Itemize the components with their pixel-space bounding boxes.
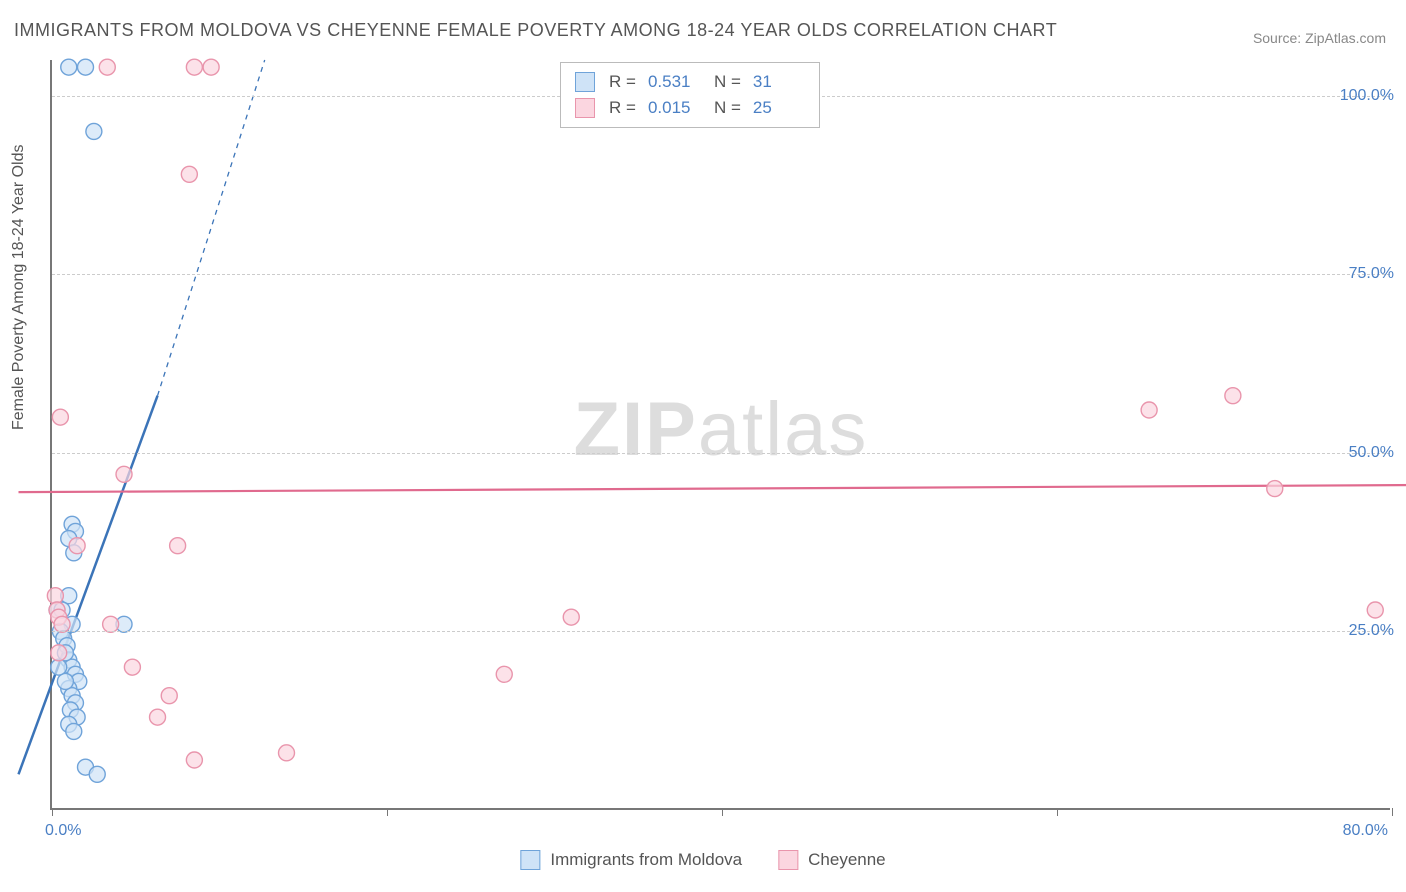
data-point: [150, 709, 166, 725]
data-point: [203, 59, 219, 75]
r-value-moldova: 0.531: [648, 72, 696, 92]
data-point: [1141, 402, 1157, 418]
data-point: [279, 745, 295, 761]
data-point: [496, 666, 512, 682]
n-label: N =: [714, 72, 741, 92]
swatch-moldova-icon: [520, 850, 540, 870]
n-value-cheyenne: 25: [753, 98, 801, 118]
plot-area: ZIPatlas: [50, 60, 1390, 810]
plot-svg: [52, 60, 1390, 808]
x-tick: [387, 808, 388, 816]
y-tick-label: 50.0%: [1349, 444, 1394, 462]
legend-label-moldova: Immigrants from Moldova: [550, 850, 742, 870]
swatch-moldova-icon: [575, 72, 595, 92]
data-point: [186, 752, 202, 768]
data-point: [51, 645, 67, 661]
r-label: R =: [609, 72, 636, 92]
x-tick: [52, 808, 53, 816]
swatch-cheyenne-icon: [575, 98, 595, 118]
data-point: [124, 659, 140, 675]
chart-title: IMMIGRANTS FROM MOLDOVA VS CHEYENNE FEMA…: [14, 20, 1057, 41]
data-point: [99, 59, 115, 75]
legend-item-moldova: Immigrants from Moldova: [520, 850, 742, 870]
r-label: R =: [609, 98, 636, 118]
data-point: [161, 688, 177, 704]
data-point: [103, 616, 119, 632]
data-point: [563, 609, 579, 625]
stats-row-moldova: R = 0.531 N = 31: [575, 69, 805, 95]
data-point: [186, 59, 202, 75]
data-point: [66, 723, 82, 739]
n-value-moldova: 31: [753, 72, 801, 92]
data-point: [1225, 388, 1241, 404]
swatch-cheyenne-icon: [778, 850, 798, 870]
data-point: [57, 673, 73, 689]
stats-legend: R = 0.531 N = 31 R = 0.015 N = 25: [560, 62, 820, 128]
data-point: [61, 59, 77, 75]
data-point: [78, 59, 94, 75]
y-tick-label: 75.0%: [1349, 265, 1394, 283]
stats-row-cheyenne: R = 0.015 N = 25: [575, 95, 805, 121]
y-axis-label: Female Poverty Among 18-24 Year Olds: [10, 145, 28, 431]
n-label: N =: [714, 98, 741, 118]
trend-line: [19, 485, 1406, 492]
series-legend: Immigrants from Moldova Cheyenne: [520, 850, 885, 870]
x-tick: [722, 808, 723, 816]
x-tick: [1057, 808, 1058, 816]
y-tick-label: 100.0%: [1340, 87, 1394, 105]
x-axis-max-label: 80.0%: [1343, 822, 1388, 840]
data-point: [54, 616, 70, 632]
gridline: [52, 631, 1390, 632]
trend-line-dashed: [158, 60, 265, 396]
y-tick-label: 25.0%: [1349, 622, 1394, 640]
gridline: [52, 274, 1390, 275]
data-point: [52, 409, 68, 425]
data-point: [86, 123, 102, 139]
data-point: [1267, 481, 1283, 497]
data-point: [170, 538, 186, 554]
gridline: [52, 453, 1390, 454]
data-point: [69, 538, 85, 554]
legend-item-cheyenne: Cheyenne: [778, 850, 886, 870]
data-point: [89, 766, 105, 782]
data-point: [181, 166, 197, 182]
legend-label-cheyenne: Cheyenne: [808, 850, 886, 870]
data-point: [116, 466, 132, 482]
data-point: [1367, 602, 1383, 618]
source-attribution: Source: ZipAtlas.com: [1253, 30, 1386, 46]
x-axis-min-label: 0.0%: [45, 822, 81, 840]
r-value-cheyenne: 0.015: [648, 98, 696, 118]
data-point: [47, 588, 63, 604]
x-tick: [1392, 808, 1393, 816]
